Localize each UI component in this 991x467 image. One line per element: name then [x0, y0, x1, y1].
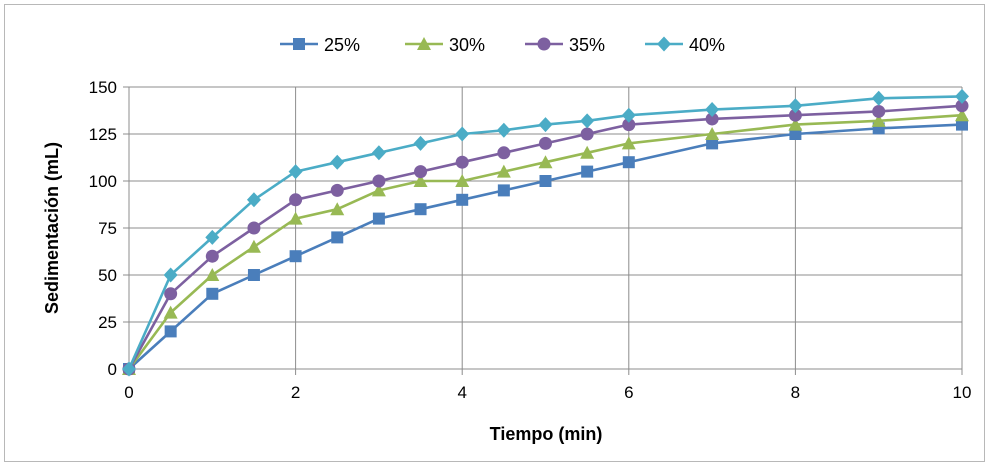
legend-marker	[537, 37, 551, 51]
data-point	[455, 126, 470, 142]
data-point	[871, 90, 886, 106]
data-point	[497, 146, 511, 160]
data-point	[872, 104, 886, 118]
data-point	[414, 165, 428, 179]
data-point	[955, 99, 969, 113]
legend-label: 25%	[324, 35, 360, 55]
y-tick-label: 125	[89, 125, 117, 144]
y-axis-label: Sedimentación (mL)	[42, 142, 62, 314]
data-point	[621, 136, 636, 150]
x-tick-label: 6	[624, 383, 633, 402]
data-point	[955, 88, 969, 104]
data-point	[955, 108, 969, 122]
data-point	[497, 184, 510, 197]
data-point	[288, 164, 303, 180]
legend-item: 40%	[645, 35, 725, 55]
data-point	[580, 113, 595, 129]
legend-marker	[417, 37, 431, 50]
data-point	[706, 137, 719, 150]
data-point	[538, 155, 553, 169]
legend-label: 40%	[689, 35, 725, 55]
data-point	[371, 183, 386, 197]
data-point	[705, 127, 720, 140]
x-tick-label: 8	[791, 383, 800, 402]
data-point	[580, 145, 595, 159]
legend-item: 30%	[405, 35, 485, 55]
data-point	[289, 193, 303, 207]
y-tick-label: 50	[98, 266, 117, 285]
series-25pct	[123, 118, 968, 375]
series-40pct	[122, 88, 969, 377]
data-point	[122, 361, 136, 377]
data-point	[330, 183, 344, 197]
data-point	[371, 145, 386, 161]
data-point	[163, 267, 178, 283]
data-point	[413, 135, 428, 151]
data-point	[288, 211, 303, 225]
data-point	[331, 231, 344, 244]
data-point	[164, 325, 177, 338]
data-point	[622, 156, 635, 169]
y-tick-label: 0	[108, 360, 117, 379]
legend-label: 35%	[569, 35, 605, 55]
data-point	[205, 229, 220, 245]
legend-marker	[293, 38, 305, 50]
y-tick-label: 100	[89, 172, 117, 191]
chart-frame	[4, 4, 985, 462]
x-tick-label: 2	[291, 383, 300, 402]
y-tick-label: 75	[98, 219, 117, 238]
tick-labels: 0 25 50 75 100 125 150 0 2 4 6 8 10	[89, 78, 972, 402]
data-point	[206, 287, 219, 300]
data-point	[455, 174, 470, 187]
legend-item: 25%	[280, 35, 360, 55]
legend: 25% 30% 35% 40%	[280, 35, 725, 55]
data-point	[539, 175, 552, 187]
data-point	[414, 203, 427, 216]
y-tick-label: 25	[98, 313, 117, 332]
data-point	[705, 112, 719, 126]
data-point	[496, 164, 511, 178]
data-point	[164, 287, 178, 301]
x-tick-label: 4	[457, 383, 466, 402]
data-point	[247, 221, 261, 235]
data-point	[163, 305, 178, 319]
series-35pct	[122, 99, 969, 376]
data-point	[622, 118, 636, 132]
legend-label: 30%	[449, 35, 485, 55]
data-point	[330, 202, 345, 216]
data-point	[871, 113, 886, 127]
data-point	[246, 239, 261, 253]
data-point	[496, 122, 511, 138]
x-axis-label: Tiempo (min)	[490, 424, 603, 444]
data-point	[205, 268, 220, 281]
legend-item: 35%	[525, 35, 605, 55]
data-point	[413, 174, 428, 187]
data-point	[246, 192, 261, 208]
data-point	[956, 118, 968, 131]
data-point	[788, 117, 803, 131]
data-point	[705, 102, 720, 118]
legend-marker	[657, 36, 671, 52]
data-point	[205, 249, 219, 263]
x-tick-label: 0	[124, 383, 133, 402]
data-point	[289, 250, 302, 263]
data-point	[330, 154, 345, 170]
data-point	[789, 128, 802, 140]
data-point	[372, 174, 386, 188]
data-point	[621, 107, 636, 123]
data-point	[788, 98, 803, 114]
data-point	[580, 127, 594, 141]
data-point	[539, 136, 552, 150]
data-point	[456, 193, 469, 206]
data-point	[247, 269, 260, 281]
y-tick-label: 150	[89, 78, 117, 97]
data-point	[788, 108, 802, 122]
data-point	[372, 212, 385, 225]
series-group	[122, 88, 969, 377]
data-point	[455, 155, 469, 169]
data-point	[538, 117, 553, 133]
data-point	[581, 165, 594, 178]
x-tick-label: 10	[953, 383, 972, 402]
